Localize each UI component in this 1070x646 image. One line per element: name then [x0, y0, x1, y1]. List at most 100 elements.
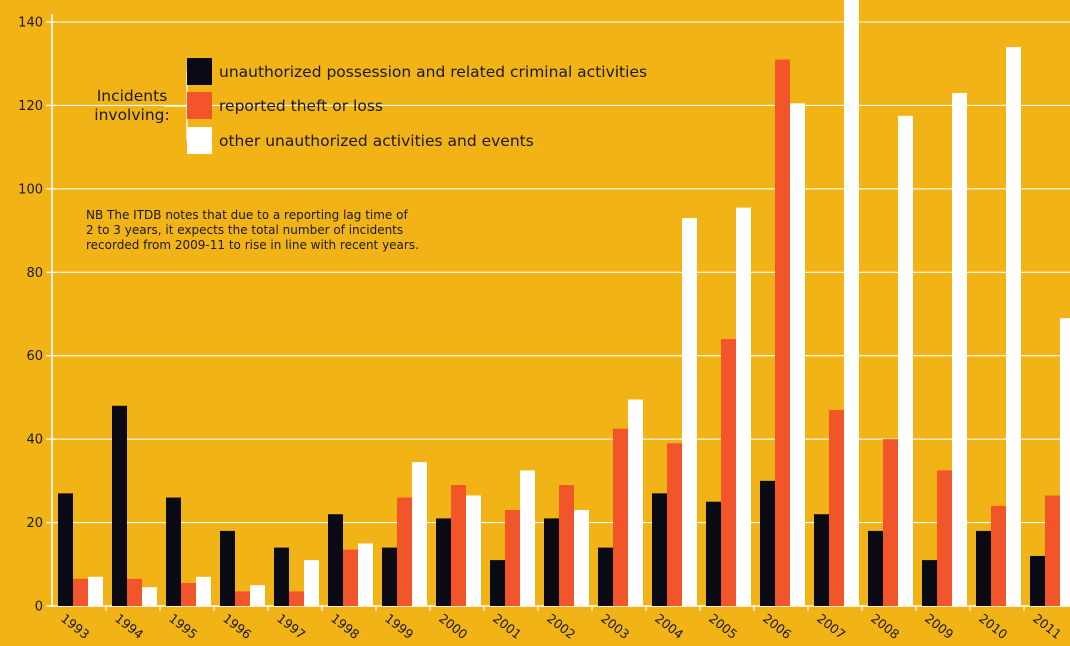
bar-possession — [760, 480, 775, 606]
bar-possession — [328, 514, 343, 606]
bar-other — [1060, 318, 1070, 606]
bar-other — [898, 115, 913, 606]
note-line-3: recorded from 2009-11 to rise in line wi… — [86, 238, 419, 252]
bar-possession — [976, 530, 991, 606]
y-tick-label: 120 — [18, 99, 43, 114]
x-tick-label: 2006 — [760, 611, 794, 642]
y-tick-label: 80 — [26, 266, 43, 281]
bar-possession — [112, 405, 127, 606]
x-tick-label: 2010 — [976, 611, 1010, 642]
bar-possession — [166, 497, 181, 606]
bar-other — [736, 207, 751, 606]
bar-other — [196, 576, 211, 606]
bar-possession — [598, 547, 613, 606]
x-tick-label: 2011 — [1030, 611, 1064, 642]
bar-possession — [220, 530, 235, 606]
x-tick-label: 1996 — [220, 611, 254, 642]
y-tick-label: 20 — [26, 516, 43, 531]
note: NB The ITDB notes that due to a reportin… — [86, 208, 419, 252]
bar-theft — [991, 505, 1006, 606]
bar-theft — [775, 59, 790, 607]
legend-item-possession: unauthorized possession and related crim… — [219, 63, 647, 81]
x-tick-label: 1997 — [274, 611, 308, 642]
bar-theft — [829, 409, 844, 606]
note-line-2: 2 to 3 years, it expects the total numbe… — [86, 223, 403, 237]
legend-swatch-possession — [187, 58, 212, 85]
bar-possession — [58, 493, 73, 606]
y-tick-label: 40 — [26, 433, 43, 448]
bar-other — [520, 470, 535, 606]
x-tick-label: 2009 — [922, 611, 956, 642]
bar-other — [142, 587, 157, 606]
x-tick-label: 2002 — [544, 611, 578, 642]
bar-theft — [235, 591, 250, 606]
bar-theft — [289, 591, 304, 606]
bar-theft — [127, 578, 142, 606]
bar-possession — [490, 560, 505, 606]
bar-possession — [814, 514, 829, 606]
x-tick-label: 2005 — [706, 611, 740, 642]
bar-possession — [652, 493, 667, 606]
legend-label-line-2: involving: — [94, 106, 169, 124]
bar-theft — [667, 443, 682, 606]
x-tick-label: 2003 — [598, 611, 632, 642]
bar-possession — [1030, 555, 1045, 606]
bar-possession — [544, 518, 559, 606]
x-tick-label: 1994 — [112, 611, 146, 642]
bar-other — [574, 510, 589, 606]
bar-other — [358, 543, 373, 606]
bar-theft — [181, 583, 196, 606]
bar-theft — [883, 439, 898, 606]
bar-possession — [274, 547, 289, 606]
y-tick-label: 140 — [18, 16, 43, 31]
x-tick-label: 2004 — [652, 611, 686, 642]
x-tick-label: 2008 — [868, 611, 902, 642]
bar-other — [952, 92, 967, 606]
legend-swatch-theft — [187, 92, 212, 119]
bar-theft — [73, 578, 88, 606]
bar-possession — [436, 518, 451, 606]
bar-theft — [451, 485, 466, 606]
note-line-1: NB The ITDB notes that due to a reportin… — [86, 208, 408, 222]
bar-possession — [922, 560, 937, 606]
y-tick-label: 60 — [26, 349, 43, 364]
bar-other — [1006, 47, 1021, 607]
bar-theft — [397, 497, 412, 606]
y-axis: 0 20 40 60 80 100 120 140 — [18, 14, 53, 615]
bar-theft — [613, 428, 628, 606]
x-tick-label: 2001 — [490, 611, 524, 642]
x-axis: 1993 1994 1995 1996 1997 1998 1999 2000 2001 2002… — [58, 606, 1064, 642]
bar-theft — [343, 549, 358, 606]
legend: Incidents involving: unauthorized posses… — [94, 58, 647, 154]
bar-other — [628, 399, 643, 606]
bar-other — [844, 0, 859, 606]
bar-theft — [559, 485, 574, 606]
bar-theft — [721, 339, 736, 606]
x-tick-label: 2007 — [814, 611, 848, 642]
bars — [58, 0, 1070, 607]
y-tick-label: 0 — [35, 600, 43, 615]
bar-possession — [868, 530, 883, 606]
bar-other — [88, 576, 103, 606]
bar-possession — [382, 547, 397, 606]
legend-item-other: other unauthorized activities and events — [219, 132, 534, 150]
bar-theft — [937, 470, 952, 606]
x-tick-label: 1998 — [328, 611, 362, 642]
bar-other — [682, 218, 697, 607]
x-tick-label: 2000 — [436, 611, 470, 642]
bar-other — [790, 103, 805, 606]
bar-other — [412, 462, 427, 606]
y-tick-label: 100 — [18, 182, 43, 197]
bar-possession — [706, 501, 721, 606]
bar-other — [304, 560, 319, 606]
legend-item-theft: reported theft or loss — [219, 97, 383, 115]
bar-theft — [1045, 495, 1060, 606]
bar-theft — [505, 510, 520, 606]
x-tick-label: 1999 — [382, 611, 416, 642]
x-tick-label: 1995 — [166, 611, 200, 642]
x-tick-label: 1993 — [58, 611, 92, 642]
bar-other — [250, 585, 265, 606]
bar-other — [466, 495, 481, 606]
legend-swatch-other — [187, 127, 212, 154]
